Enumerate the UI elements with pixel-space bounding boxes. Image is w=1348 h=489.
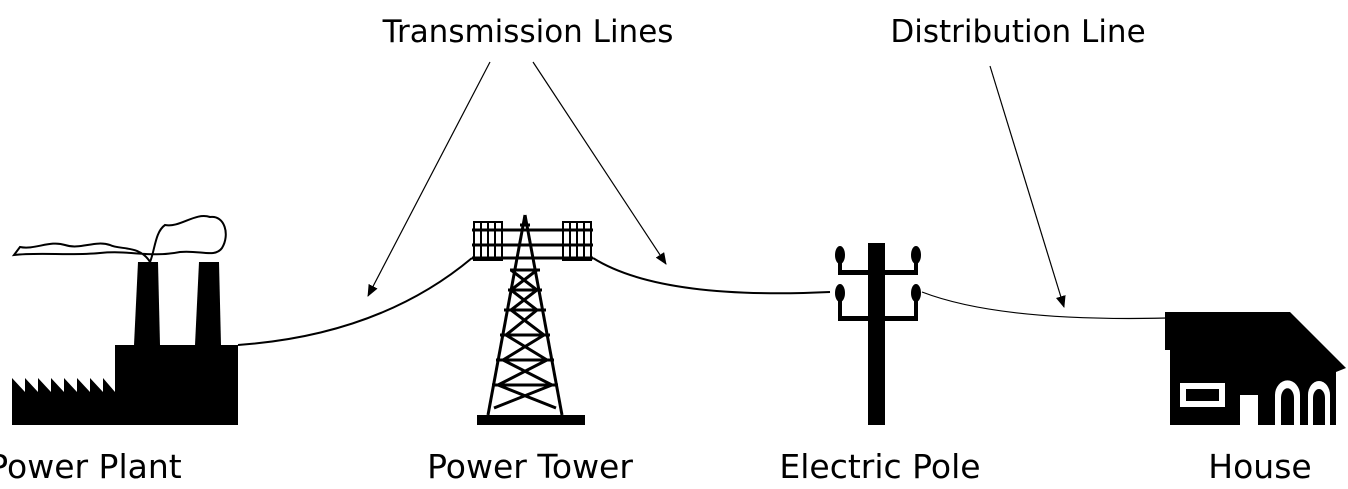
power-plant bbox=[12, 216, 238, 425]
node-label: Power Tower bbox=[427, 447, 633, 486]
transmission-wire bbox=[238, 258, 472, 345]
node-label: House bbox=[1208, 447, 1311, 486]
power-tower bbox=[472, 215, 593, 425]
house bbox=[1165, 312, 1346, 425]
annotation: Distribution Line bbox=[890, 14, 1145, 50]
diagram: Transmission Lines Distribution Line bbox=[0, 0, 1348, 489]
distribution-wire bbox=[922, 292, 1167, 318]
electric-pole bbox=[835, 243, 921, 425]
node-label: Electric Pole bbox=[779, 447, 980, 486]
arrow bbox=[533, 62, 666, 264]
transmission-wire bbox=[593, 258, 830, 293]
node-label: Power Plant bbox=[0, 447, 182, 486]
arrow bbox=[990, 66, 1064, 307]
page: Transmission Lines Distribution Line bbox=[0, 0, 1348, 489]
arrow bbox=[368, 62, 490, 296]
annotation: Transmission Lines bbox=[382, 14, 674, 50]
